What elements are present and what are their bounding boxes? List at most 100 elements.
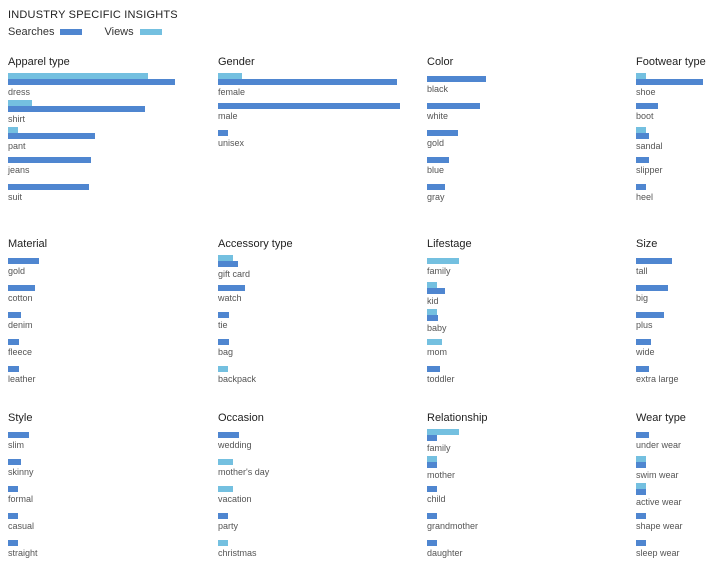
views-bar: [8, 73, 148, 79]
chart-panel: Size tall big plus wide extra large: [636, 237, 720, 386]
bar-item: sleep wear: [636, 533, 720, 560]
views-bar: [427, 258, 460, 264]
category-label: sandal: [636, 141, 663, 151]
category-label: active wear: [636, 497, 682, 507]
chart-panel: Apparel type dress shirt pant jeans suit: [8, 55, 218, 204]
bar-item: gold: [8, 251, 218, 278]
category-label: toddler: [427, 374, 455, 384]
bar-item: denim: [8, 305, 218, 332]
category-label: shirt: [8, 114, 26, 124]
searches-bar: [636, 513, 646, 519]
searches-bar: [8, 459, 21, 465]
bar-item: fleece: [8, 332, 218, 359]
bar-item: cotton: [8, 278, 218, 305]
legend-views-swatch: [139, 29, 162, 35]
category-label: mother's day: [218, 467, 270, 477]
searches-bar: [636, 339, 652, 345]
bar-item: toddler: [427, 359, 637, 386]
category-label: backpack: [218, 374, 257, 384]
searches-bar: [218, 79, 398, 85]
chart-title: Color: [427, 56, 454, 68]
chart-title: Style: [8, 412, 33, 424]
category-label: skinny: [8, 467, 34, 477]
category-label: shape wear: [636, 521, 683, 531]
category-label: mother: [427, 470, 456, 480]
bar-item: shirt: [8, 96, 218, 124]
chart-panel: Accessory type gift card watch tie bag backpa…: [218, 237, 428, 386]
bar-item: straight: [8, 533, 218, 560]
views-bar: [218, 255, 234, 261]
category-label: extra large: [636, 374, 679, 384]
bar-item: suit: [8, 177, 218, 204]
category-label: suit: [8, 192, 23, 202]
category-label: baby: [427, 323, 447, 333]
legend-searches-label: Searches: [8, 26, 55, 38]
bar-item: family: [427, 425, 637, 453]
bar-item: skinny: [8, 452, 218, 479]
category-label: vacation: [218, 494, 252, 504]
bar-item: tall: [636, 251, 720, 278]
views-bar: [427, 339, 443, 345]
category-label: straight: [8, 548, 38, 558]
category-label: wide: [636, 347, 655, 357]
category-label: dress: [8, 87, 31, 97]
views-bar: [218, 73, 242, 79]
bar-item: gray: [427, 177, 637, 204]
category-label: slim: [8, 440, 24, 450]
bar-item: mom: [427, 332, 637, 359]
bar-item: black: [427, 69, 637, 96]
searches-bar: [8, 432, 29, 438]
chart-panel: Style slim skinny formal casual straight: [8, 411, 218, 560]
category-label: child: [427, 494, 446, 504]
category-label: casual: [8, 521, 35, 531]
category-label: swim wear: [636, 470, 679, 480]
chart-title: Accessory type: [218, 238, 293, 250]
searches-bar: [8, 513, 18, 519]
bar-item: gold: [427, 123, 637, 150]
bar-item: plus: [636, 305, 720, 332]
legend-searches-swatch: [60, 29, 83, 35]
searches-bar: [8, 312, 21, 318]
chart-panel: Gender female male unisex: [218, 55, 428, 150]
bar-item: kid: [427, 278, 637, 306]
bar-item: under wear: [636, 425, 720, 452]
searches-bar: [8, 486, 18, 492]
category-label: slipper: [636, 165, 663, 175]
category-label: leather: [8, 374, 36, 384]
views-bar: [218, 459, 234, 465]
category-label: blue: [427, 165, 445, 175]
searches-bar: [218, 432, 239, 438]
searches-bar: [8, 366, 20, 372]
category-label: formal: [8, 494, 34, 504]
views-bar: [427, 309, 437, 315]
category-label: sleep wear: [636, 548, 680, 558]
bar-item: wide: [636, 332, 720, 359]
bar-item: casual: [8, 506, 218, 533]
searches-bar: [636, 103, 659, 109]
category-label: watch: [218, 293, 242, 303]
searches-bar: [8, 79, 175, 85]
chart-title: Relationship: [427, 412, 488, 424]
chart-panel: Wear type under wear swim wear active wear s…: [636, 411, 720, 560]
views-bar: [427, 456, 437, 462]
category-label: party: [218, 521, 239, 531]
searches-bar: [427, 486, 437, 492]
bar-item: swim wear: [636, 452, 720, 480]
category-label: shoe: [636, 87, 656, 97]
searches-bar: [218, 312, 230, 318]
searches-bar: [636, 312, 664, 318]
bar-item: watch: [218, 278, 428, 305]
category-label: female: [218, 87, 246, 97]
searches-bar: [636, 366, 649, 372]
searches-bar: [218, 339, 230, 345]
views-bar: [427, 282, 437, 288]
searches-bar: [636, 157, 649, 163]
searches-bar: [636, 432, 649, 438]
page-title: INDUSTRY SPECIFIC INSIGHTS: [8, 9, 178, 21]
chart-title: Lifestage: [427, 238, 472, 250]
views-bar: [427, 429, 460, 435]
searches-bar: [427, 157, 450, 163]
category-label: jeans: [8, 165, 30, 175]
views-bar: [218, 486, 234, 492]
bar-item: slipper: [636, 150, 720, 177]
